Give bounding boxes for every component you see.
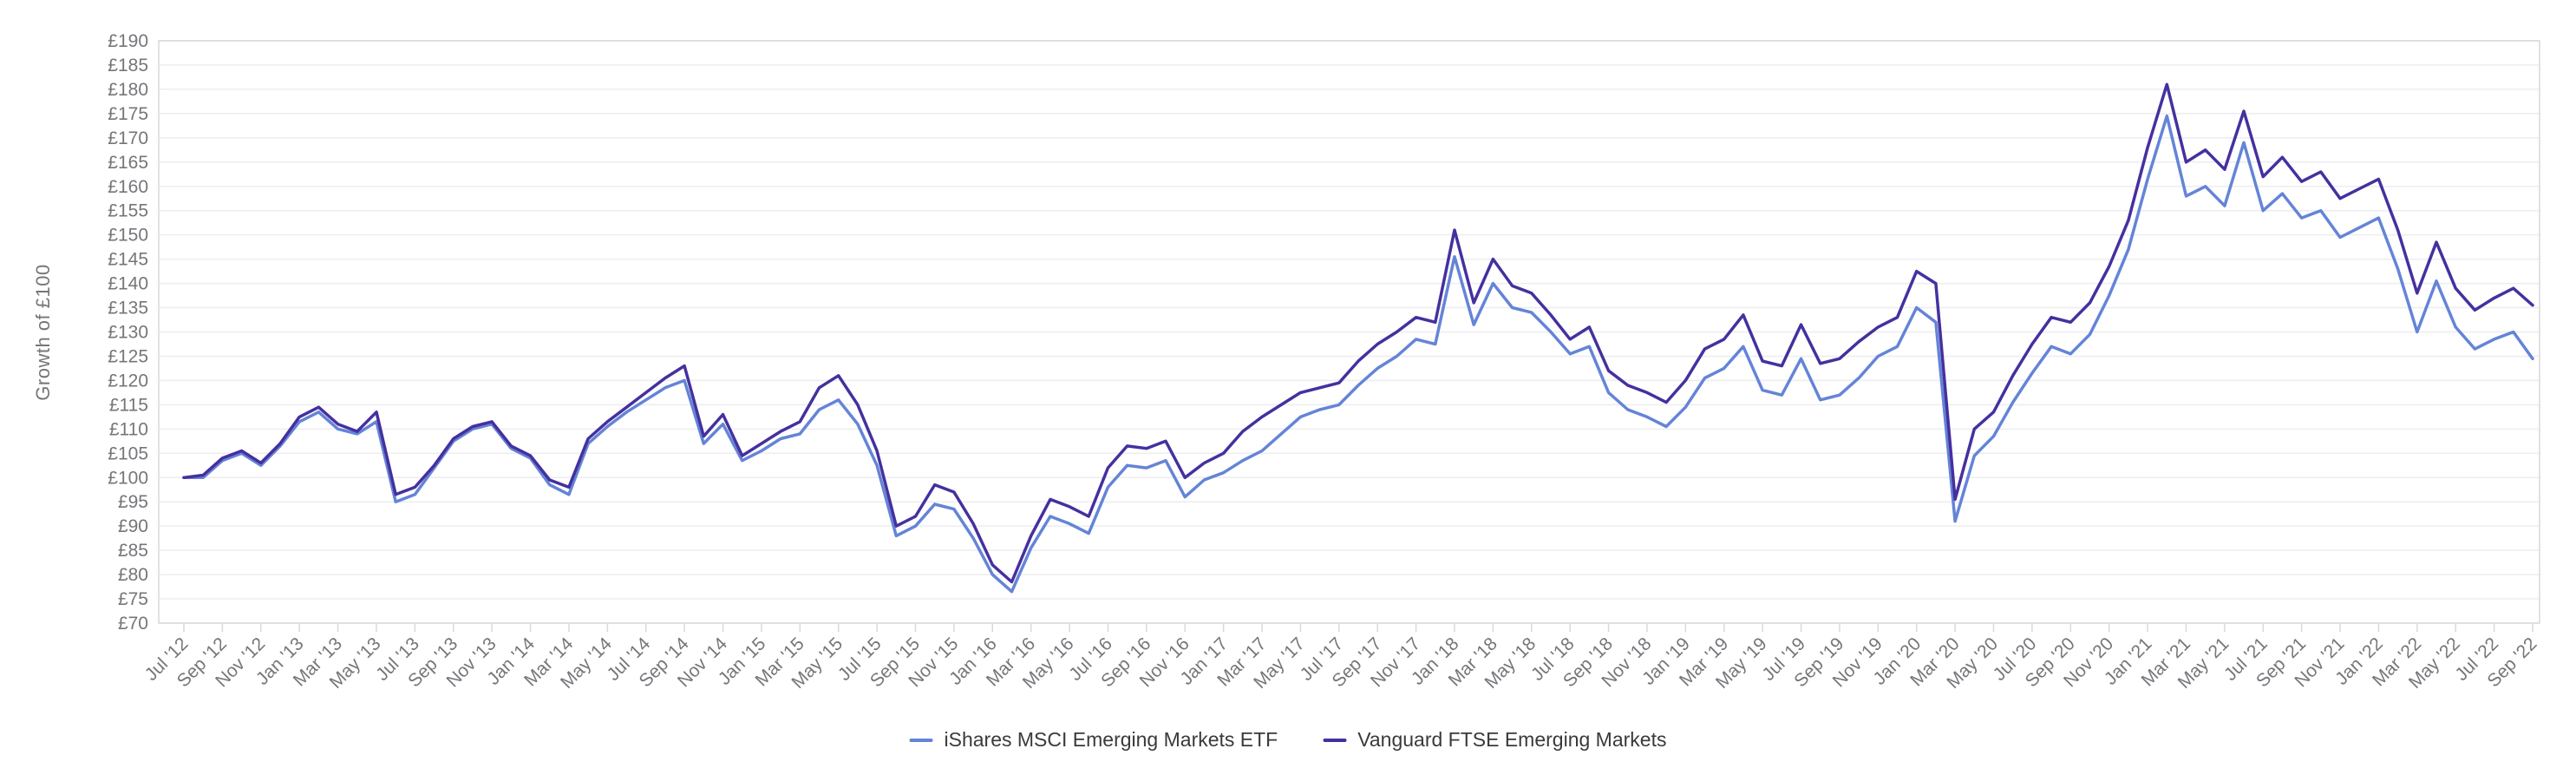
y-tick-label: £160 xyxy=(108,177,148,197)
legend-label-vanguard: Vanguard FTSE Emerging Markets xyxy=(1357,728,1667,751)
y-tick-label: £130 xyxy=(108,323,148,343)
gridlines xyxy=(159,40,2540,624)
y-tick-label: £185 xyxy=(108,56,148,76)
chart-legend: iShares MSCI Emerging Markets ETF Vangua… xyxy=(909,728,1666,752)
series-lines xyxy=(182,82,2534,594)
series-line-ishares xyxy=(182,114,2534,594)
y-tick-label: £105 xyxy=(108,443,148,463)
y-tick-label: £85 xyxy=(118,541,148,561)
y-tick-label: £135 xyxy=(108,299,148,319)
y-tick-label: £190 xyxy=(108,31,148,51)
legend-line-swatch-vanguard-icon xyxy=(1323,738,1347,742)
y-tick-label: £80 xyxy=(118,565,148,585)
y-tick-label: £75 xyxy=(118,589,148,609)
y-tick-label: £100 xyxy=(108,468,148,488)
y-tick-label: £150 xyxy=(108,226,148,246)
y-tick-label: £120 xyxy=(108,371,148,391)
y-tick-label: £115 xyxy=(109,395,148,415)
legend-line-swatch-ishares-icon xyxy=(909,738,933,742)
y-tick-label: £180 xyxy=(108,80,148,100)
y-tick-label: £70 xyxy=(118,614,148,634)
y-tick-label: £175 xyxy=(108,104,148,124)
y-axis-title: Growth of £100 xyxy=(32,264,54,400)
y-tick-label: £110 xyxy=(109,419,148,439)
series-line-vanguard xyxy=(182,82,2534,584)
y-tick-label: £165 xyxy=(108,153,148,173)
y-tick-label: £170 xyxy=(108,128,148,148)
legend-item-vanguard: Vanguard FTSE Emerging Markets xyxy=(1323,728,1666,752)
y-tick-label: £140 xyxy=(108,274,148,294)
y-tick-label: £95 xyxy=(118,492,148,512)
legend-item-ishares: iShares MSCI Emerging Markets ETF xyxy=(909,728,1278,752)
y-tick-label: £125 xyxy=(108,346,148,366)
y-tick-label: £145 xyxy=(108,250,148,270)
y-axis-labels: £190 £185 £180 £175 £170 £165 £160 £155 £150 £145… xyxy=(108,31,148,634)
plot-border xyxy=(158,40,2540,624)
y-tick-label: £155 xyxy=(108,201,148,221)
legend-label-ishares: iShares MSCI Emerging Markets ETF xyxy=(944,728,1278,751)
y-tick-label: £90 xyxy=(118,516,148,536)
